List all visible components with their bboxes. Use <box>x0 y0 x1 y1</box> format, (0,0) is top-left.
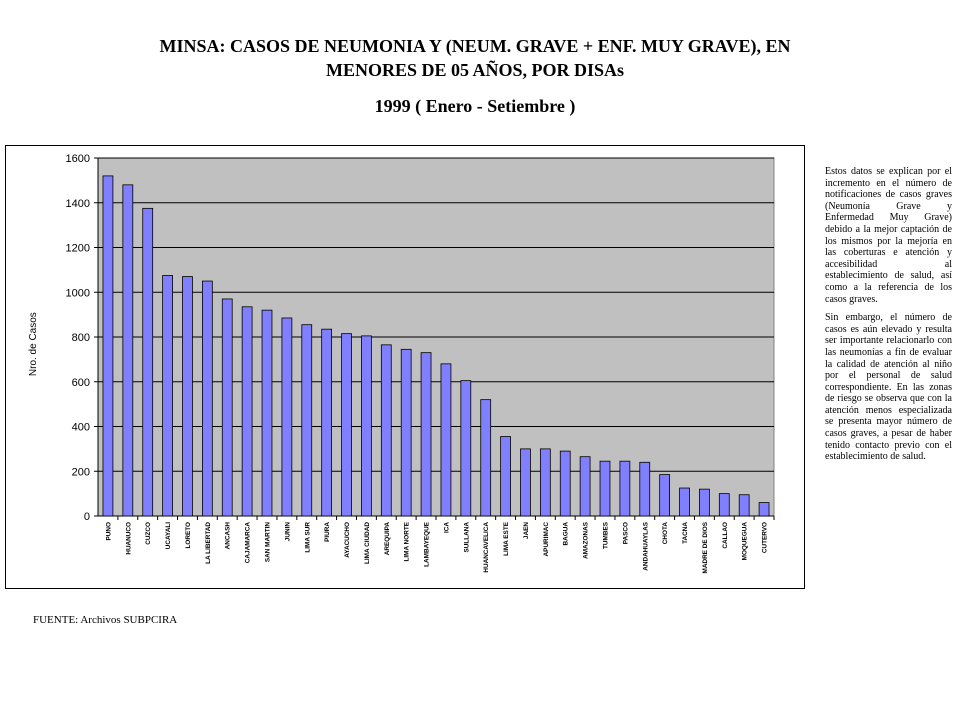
x-tick-label: SULLANA <box>463 522 470 553</box>
x-tick-label: LORETO <box>185 522 192 549</box>
x-tick-label: TACNA <box>682 522 689 544</box>
bar <box>480 399 492 517</box>
x-tick-label: LIMA SUR <box>304 522 311 553</box>
bar <box>142 207 154 517</box>
bar <box>500 436 511 517</box>
bar <box>738 494 750 517</box>
bar <box>122 184 134 517</box>
x-tick-label: MADRE DE DIOS <box>702 521 709 573</box>
y-axis-label: Nro. de Casos <box>28 312 39 376</box>
bar <box>201 280 213 517</box>
bar <box>162 275 173 517</box>
y-tick-label: 800 <box>72 332 90 344</box>
bar <box>758 502 770 517</box>
bar <box>619 460 631 517</box>
x-tick-label: ICA <box>443 522 450 533</box>
x-tick-label: APURIMAC <box>543 522 550 557</box>
note-paragraph-2: Sin embargo, el número de casos es aún e… <box>825 312 952 463</box>
x-tick-label: MOQUEGUA <box>742 522 749 561</box>
x-tick-label: PASCO <box>622 522 629 544</box>
x-tick-label: AYACUCHO <box>344 522 351 558</box>
x-tick-label: CALLAO <box>722 522 729 549</box>
x-tick-label: LIMA ESTE <box>503 521 510 556</box>
x-tick-label: HUANCAVELICA <box>483 522 490 573</box>
y-tick-label: 0 <box>84 511 90 523</box>
x-tick-label: CAJAMARCA <box>245 522 252 564</box>
bar <box>261 309 273 517</box>
x-tick-label: LIMA NORTE <box>404 521 411 561</box>
y-tick-label: 600 <box>72 377 90 389</box>
bar <box>699 488 710 517</box>
x-tick-label: AMAZONAS <box>583 521 590 559</box>
x-tick-label: UCAYALI <box>165 522 172 549</box>
bar <box>341 333 352 517</box>
x-tick-label: CHOTA <box>662 522 669 545</box>
x-tick-label: JAEN <box>523 522 530 539</box>
explanation-note: Estos datos se explican por el increment… <box>825 166 952 470</box>
bar <box>301 324 313 517</box>
x-tick-label: CUTERVO <box>762 522 769 553</box>
y-tick-label: 400 <box>72 422 90 434</box>
x-tick-label: JUNIN <box>284 522 291 542</box>
y-tick-label: 1200 <box>66 243 90 255</box>
bar <box>400 348 412 517</box>
x-tick-label: PUNO <box>105 522 112 540</box>
x-tick-label: CUZCO <box>145 522 152 545</box>
x-tick-label: BAGUA <box>563 522 570 546</box>
bar <box>460 380 472 517</box>
x-tick-label: LAMBAYEQUE <box>424 521 431 567</box>
y-tick-label: 200 <box>72 466 90 478</box>
bar <box>539 448 551 517</box>
x-tick-label: ANCASH <box>225 522 232 550</box>
x-tick-label: SAN MARTIN <box>265 522 272 563</box>
bar <box>520 448 531 517</box>
bar <box>440 363 452 517</box>
bar <box>221 298 233 517</box>
y-tick-label: 1400 <box>66 198 90 210</box>
title-line-1: MINSA: CASOS DE NEUMONIA Y (NEUM. GRAVE … <box>159 36 791 56</box>
x-tick-label: TUMBES <box>603 521 610 549</box>
bar-chart: 0 200 400 600 800 1000 1200 1400 1600 PUNO HUANUCO… <box>28 153 775 573</box>
bar <box>380 344 392 517</box>
chart-frame: 0 200 400 600 800 1000 1200 1400 1600 PUNO HUANUCO… <box>5 145 805 589</box>
x-tick-label: LA LIBERTAD <box>205 522 212 564</box>
bar <box>559 450 571 517</box>
bar <box>182 276 193 517</box>
x-tick-label: HUANUCO <box>125 522 132 555</box>
bar <box>659 474 671 517</box>
y-tick-label: 1000 <box>66 287 90 299</box>
bar <box>579 456 591 517</box>
x-tick-label: LIMA CIUDAD <box>364 522 371 564</box>
y-tick-label: 1600 <box>66 153 90 165</box>
source-note: FUENTE: Archivos SUBPCIRA <box>33 614 178 626</box>
bar <box>281 317 293 517</box>
title-line-2: MENORES DE 05 AÑOS, POR DISAs <box>325 60 625 80</box>
note-paragraph-1: Estos datos se explican por el increment… <box>825 166 952 305</box>
bar <box>639 461 651 517</box>
bar <box>679 487 690 517</box>
chart-title: MINSA: CASOS DE NEUMONIA Y (NEUM. GRAVE … <box>60 34 890 82</box>
bar <box>599 460 611 517</box>
bar <box>102 175 114 517</box>
chart-subtitle: 1999 ( Enero - Setiembre ) <box>374 96 576 116</box>
x-tick-label: AREQUIPA <box>384 522 391 556</box>
bar <box>420 352 432 517</box>
bar <box>241 306 253 517</box>
x-tick-label: PIURA <box>324 522 331 542</box>
x-tick-label: ANDAHUAYLAS <box>642 521 649 570</box>
bar <box>718 493 730 517</box>
bar <box>321 328 333 517</box>
bar <box>361 335 372 517</box>
